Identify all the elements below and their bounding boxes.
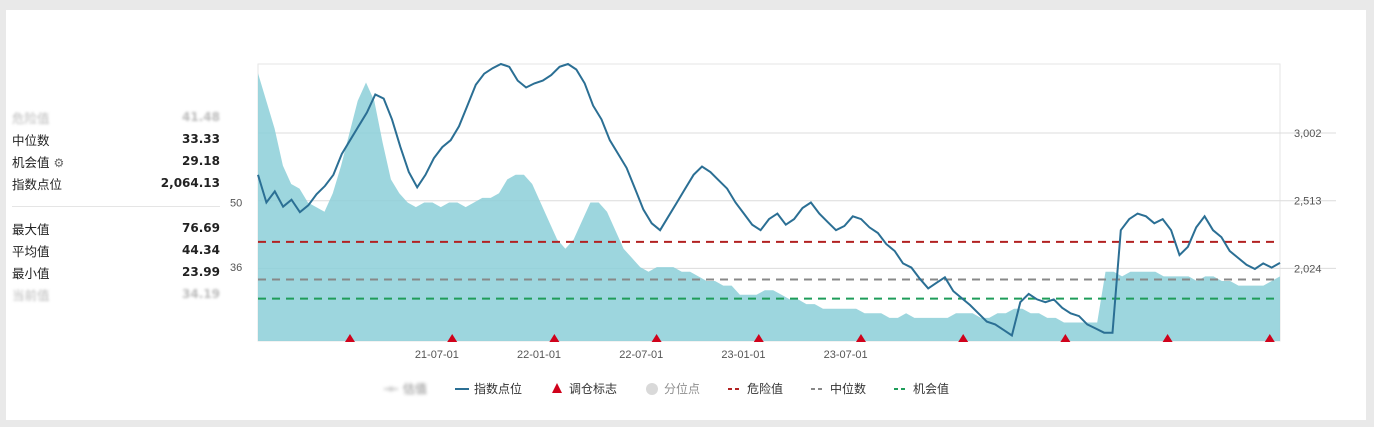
- y-right-tick-label: 3,002: [1294, 128, 1322, 140]
- y-left-tick-label: 36: [230, 262, 242, 274]
- stat-value: 41.48: [182, 110, 220, 124]
- stat-label: 机会值: [12, 155, 50, 170]
- legend-item[interactable]: 分位点: [646, 381, 700, 396]
- x-tick-label: 22-01-01: [517, 349, 561, 361]
- stats-bottom-group: 最大值 76.69 平均值 44.34 最小值 23.99 当前值 34.19: [12, 217, 220, 305]
- rebalance-marker: [447, 334, 458, 342]
- legend-item[interactable]: 机会值: [894, 381, 949, 396]
- legend-dot-icon: [646, 383, 658, 395]
- legend-label: 机会值: [913, 381, 949, 396]
- legend-item[interactable]: 调仓标志: [552, 382, 617, 396]
- rebalance-marker: [549, 334, 560, 342]
- rebalance-marker: [1060, 334, 1071, 342]
- legend-label: 指数点位: [474, 381, 522, 396]
- legend-dot-icon: [388, 386, 394, 392]
- stats-panel: 危险值 41.48 中位数 33.33 机会值 ⚙ 29.18 指数点位 2,06…: [12, 106, 220, 305]
- stat-label: 平均值: [12, 244, 50, 259]
- rebalance-marker: [1162, 334, 1173, 342]
- legend-label: 中位数: [830, 381, 866, 396]
- stat-value: 33.33: [182, 132, 220, 146]
- stat-row: 机会值 ⚙ 29.18: [12, 150, 220, 172]
- stat-label: 当前值: [12, 288, 50, 303]
- stat-label: 最大值: [12, 222, 50, 237]
- rebalance-marker: [855, 334, 866, 342]
- stat-value: 34.19: [182, 287, 220, 301]
- y-right-tick-label: 2,024: [1294, 263, 1322, 275]
- stat-label-wrap: 机会值 ⚙: [12, 152, 64, 171]
- legend-item[interactable]: 危险值: [728, 381, 783, 396]
- stat-value: 29.18: [182, 154, 220, 168]
- y-left-tick-label: 50: [230, 198, 242, 210]
- stat-row: 最小值 23.99: [12, 261, 220, 283]
- y-right-tick-label: 2,513: [1294, 196, 1322, 208]
- rebalance-marker: [344, 334, 355, 342]
- stats-top-group: 危险值 41.48 中位数 33.33 机会值 ⚙ 29.18 指数点位 2,06…: [12, 106, 220, 194]
- stat-label: 危险值: [12, 111, 50, 126]
- rebalance-marker: [753, 334, 764, 342]
- index-line: [257, 62, 1281, 338]
- x-tick-label: 22-07-01: [619, 349, 663, 361]
- stat-row: 最大值 76.69: [12, 217, 220, 239]
- valuation-area: [258, 73, 1280, 341]
- stat-label: 指数点位: [12, 177, 63, 192]
- stat-row: 当前值 34.19: [12, 283, 220, 305]
- legend-label: 调仓标志: [569, 382, 617, 396]
- stat-label: 最小值: [12, 266, 50, 281]
- stat-row: 平均值 44.34: [12, 239, 220, 261]
- rebalance-marker: [958, 334, 969, 342]
- legend-label: 危险值: [747, 381, 783, 396]
- divider: [12, 206, 220, 207]
- legend-item[interactable]: 估值: [384, 381, 427, 396]
- legend-label: 分位点: [664, 381, 700, 396]
- stat-label: 中位数: [12, 133, 50, 148]
- stat-value: 2,064.13: [160, 176, 220, 190]
- stat-value: 23.99: [182, 265, 220, 279]
- stat-value: 44.34: [182, 243, 220, 257]
- stat-row: 指数点位 2,064.13: [12, 172, 220, 194]
- legend-label: 估值: [403, 381, 427, 396]
- x-tick-label: 23-07-01: [824, 349, 868, 361]
- x-tick-label: 21-07-01: [415, 349, 459, 361]
- stat-row: 中位数 33.33: [12, 128, 220, 150]
- legend-item[interactable]: 中位数: [811, 381, 866, 396]
- legend-item[interactable]: 指数点位: [455, 381, 522, 396]
- rebalance-marker: [651, 334, 662, 342]
- stat-row: 危险值 41.48: [12, 106, 220, 128]
- stat-value: 76.69: [182, 221, 220, 235]
- gear-icon[interactable]: ⚙: [53, 155, 65, 170]
- legend-triangle-icon: [552, 383, 562, 393]
- rebalance-marker: [1264, 334, 1275, 342]
- x-tick-label: 23-01-01: [721, 349, 765, 361]
